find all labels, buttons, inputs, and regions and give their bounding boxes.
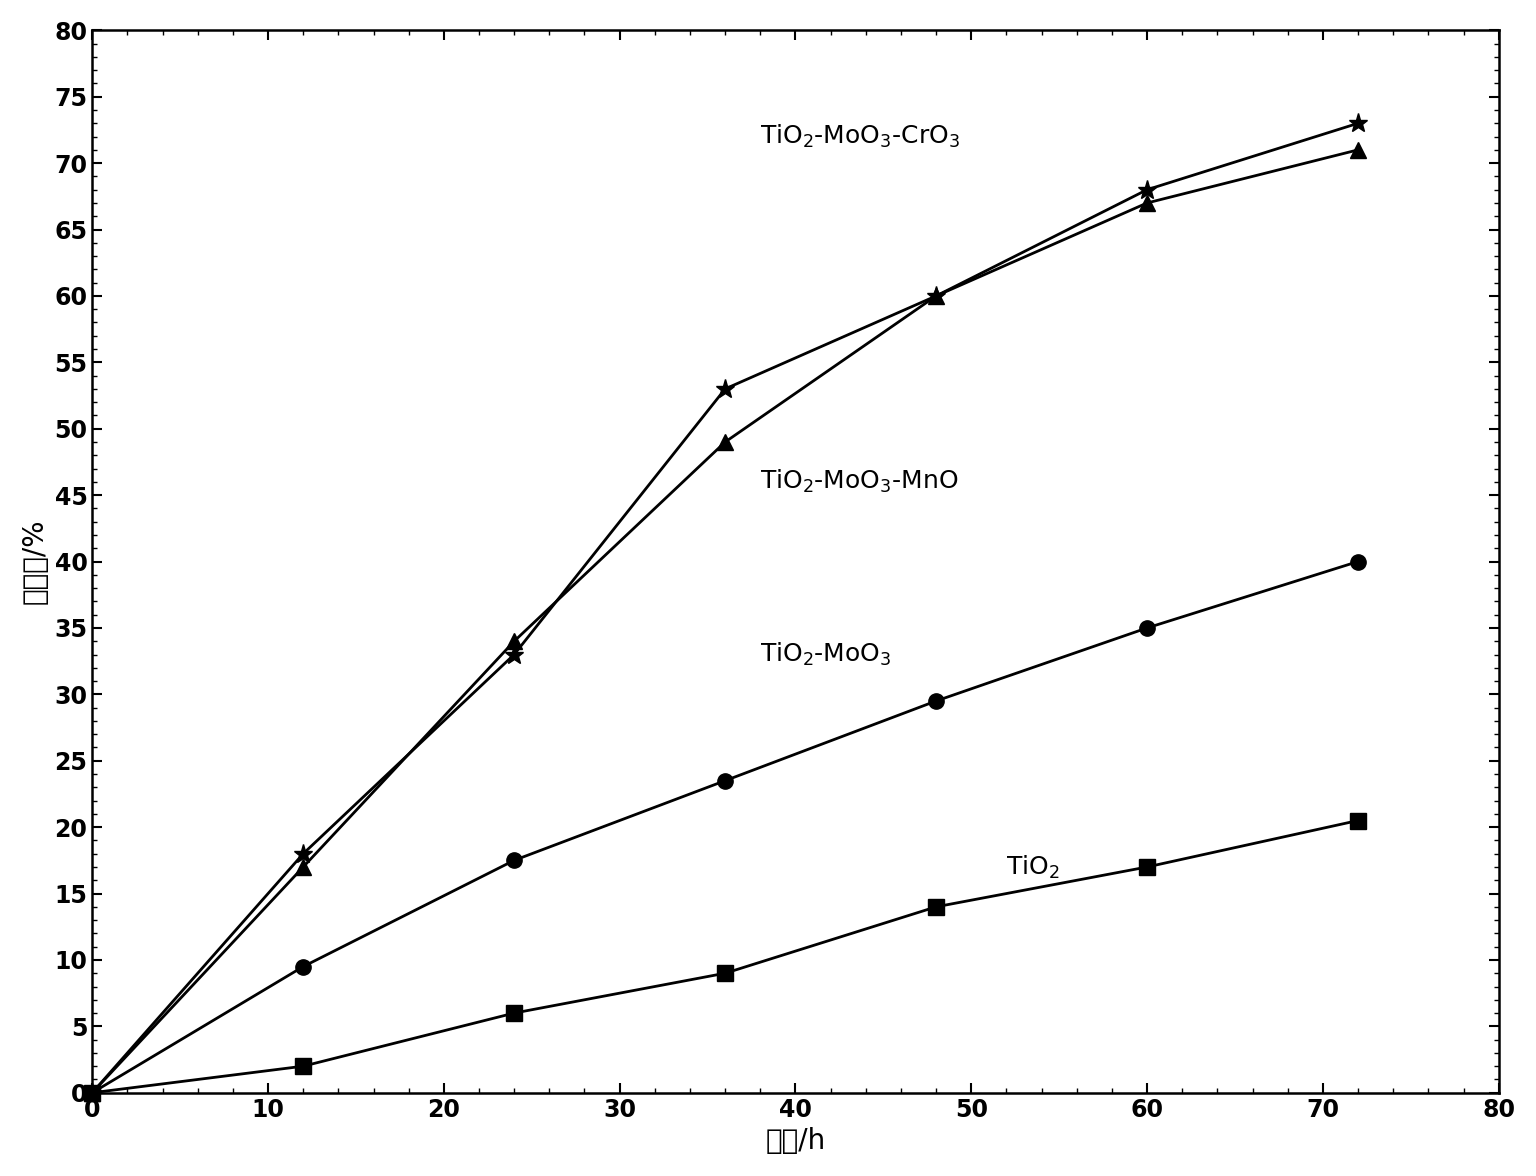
Text: TiO$_2$: TiO$_2$ xyxy=(1006,854,1060,881)
X-axis label: 时间/h: 时间/h xyxy=(765,1127,825,1155)
Text: TiO$_2$-MoO$_3$-CrO$_3$: TiO$_2$-MoO$_3$-CrO$_3$ xyxy=(760,123,960,151)
Text: TiO$_2$-MoO$_3$: TiO$_2$-MoO$_3$ xyxy=(760,641,892,668)
Y-axis label: 降解率/%: 降解率/% xyxy=(22,519,49,604)
Text: TiO$_2$-MoO$_3$-MnO: TiO$_2$-MoO$_3$-MnO xyxy=(760,468,958,495)
